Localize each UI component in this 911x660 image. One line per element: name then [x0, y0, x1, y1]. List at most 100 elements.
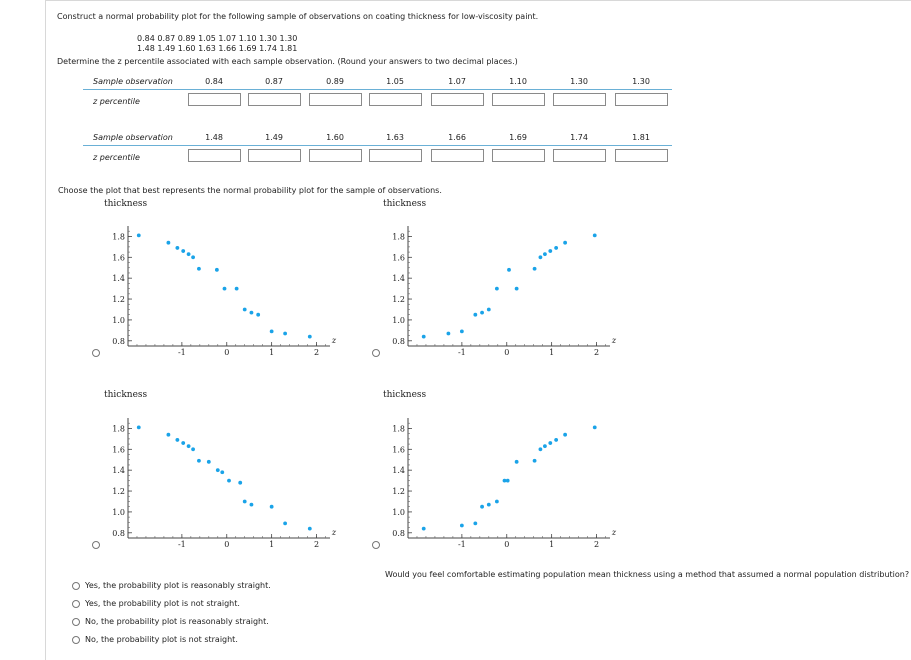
plot-question-text: Choose the plot that best represents the… [58, 186, 442, 195]
observation-value: 1.10 [509, 77, 527, 86]
x-tick-label: 2 [594, 348, 599, 357]
z-percentile-input[interactable] [369, 93, 422, 106]
data-point [459, 329, 464, 334]
observation-value: 1.07 [448, 77, 466, 86]
x-tick-label: 2 [594, 540, 599, 549]
plot-d-title: thickness [383, 390, 427, 400]
data-point [532, 266, 537, 271]
x-tick-label: 0 [224, 540, 229, 549]
z-percentile-input[interactable] [309, 149, 362, 162]
z-percentile-input[interactable] [553, 93, 606, 106]
x-tick-label: 1 [269, 540, 274, 549]
z-percentile-label: z percentile [93, 97, 140, 106]
data-point [307, 526, 312, 531]
data-point [494, 499, 499, 504]
y-tick-label: 1.0 [112, 508, 125, 517]
data-point [494, 286, 499, 291]
data-point [532, 458, 537, 463]
x-tick-label: 0 [504, 540, 509, 549]
y-tick-label: 1.0 [112, 316, 125, 325]
option-3-label: No, the probability plot is reasonably s… [85, 617, 269, 626]
data-point [283, 521, 288, 526]
data-point [136, 233, 141, 238]
data-point [206, 459, 211, 464]
x-tick-label: 1 [269, 348, 274, 357]
data-point [514, 286, 519, 291]
y-tick-label: 1.2 [112, 487, 125, 496]
y-tick-label: 1.8 [392, 232, 405, 241]
z-percentile-input[interactable] [431, 93, 484, 106]
x-axis-label: z [331, 528, 337, 537]
data-point [269, 504, 274, 509]
x-tick-label: -1 [178, 540, 186, 549]
plot-c-chart: -1 0 1 2 1.8 1.6 1.4 1.2 1.0 0.8 z [112, 418, 337, 549]
option-1-label: Yes, the probability plot is reasonably … [85, 581, 271, 590]
y-tick-label: 0.8 [392, 529, 405, 538]
z-percentile-input[interactable] [248, 93, 301, 106]
data-point [538, 255, 543, 260]
plot-d-chart: -1 0 1 2 1.8 1.6 1.4 1.2 1.0 0.8 z [392, 418, 617, 549]
option-3-radio[interactable] [72, 618, 80, 626]
data-point [543, 252, 547, 257]
x-tick-label: 2 [314, 540, 319, 549]
data-point [249, 502, 254, 507]
x-tick-label: 2 [314, 348, 319, 357]
plot-b-radio[interactable] [372, 349, 380, 357]
plot-c-title: thickness [104, 390, 148, 400]
observation-value: 1.30 [570, 77, 588, 86]
data-point [166, 240, 171, 245]
y-tick-label: 0.8 [392, 337, 405, 346]
plot-c-radio[interactable] [92, 541, 100, 549]
z-percentile-label: z percentile [93, 153, 140, 162]
z-percentile-input[interactable] [188, 93, 241, 106]
data-point [186, 444, 191, 449]
option-2-radio[interactable] [72, 600, 80, 608]
data-point [554, 438, 559, 442]
z-percentile-input[interactable] [553, 149, 606, 162]
data-point [136, 425, 141, 430]
z-percentile-input[interactable] [615, 93, 668, 106]
data-point [307, 334, 312, 339]
data-point [548, 441, 553, 445]
observation-value: 1.30 [632, 77, 650, 86]
x-tick-label: -1 [178, 348, 186, 357]
observation-value: 1.74 [570, 133, 588, 142]
data-point [507, 267, 511, 272]
data-line-1: 0.84 0.87 0.89 1.05 1.07 1.10 1.30 1.30 [137, 34, 298, 43]
data-point [548, 249, 553, 253]
z-percentile-input[interactable] [309, 93, 362, 106]
plot-b-title: thickness [383, 199, 427, 209]
z-percentile-input[interactable] [369, 149, 422, 162]
option-1-radio[interactable] [72, 582, 80, 590]
data-point [249, 310, 254, 315]
data-point [166, 432, 171, 437]
data-point [538, 447, 543, 452]
data-line-2: 1.48 1.49 1.60 1.63 1.66 1.69 1.74 1.81 [137, 44, 298, 53]
y-tick-label: 1.6 [112, 253, 125, 262]
z-percentile-input[interactable] [248, 149, 301, 162]
option-4-radio[interactable] [72, 636, 80, 644]
data-point [563, 432, 568, 437]
data-point [480, 310, 484, 315]
observation-value: 0.84 [205, 77, 223, 86]
data-point [181, 441, 186, 445]
data-point [446, 331, 451, 336]
data-point [554, 246, 559, 250]
data-point [214, 267, 219, 272]
data-point [175, 246, 180, 250]
z-percentile-input[interactable] [615, 149, 668, 162]
z-percentile-input[interactable] [188, 149, 241, 162]
data-point [242, 307, 247, 312]
data-point [238, 480, 243, 485]
y-tick-label: 1.8 [392, 424, 405, 433]
z-percentile-input[interactable] [492, 93, 545, 106]
y-tick-label: 1.0 [392, 316, 405, 325]
y-tick-label: 1.2 [112, 295, 125, 304]
plot-d-radio[interactable] [372, 541, 380, 549]
z-percentile-input[interactable] [431, 149, 484, 162]
data-point [186, 252, 191, 257]
observation-value: 1.81 [632, 133, 650, 142]
z-percentile-input[interactable] [492, 149, 545, 162]
x-tick-label: 0 [224, 348, 229, 357]
plot-a-radio[interactable] [92, 349, 100, 357]
